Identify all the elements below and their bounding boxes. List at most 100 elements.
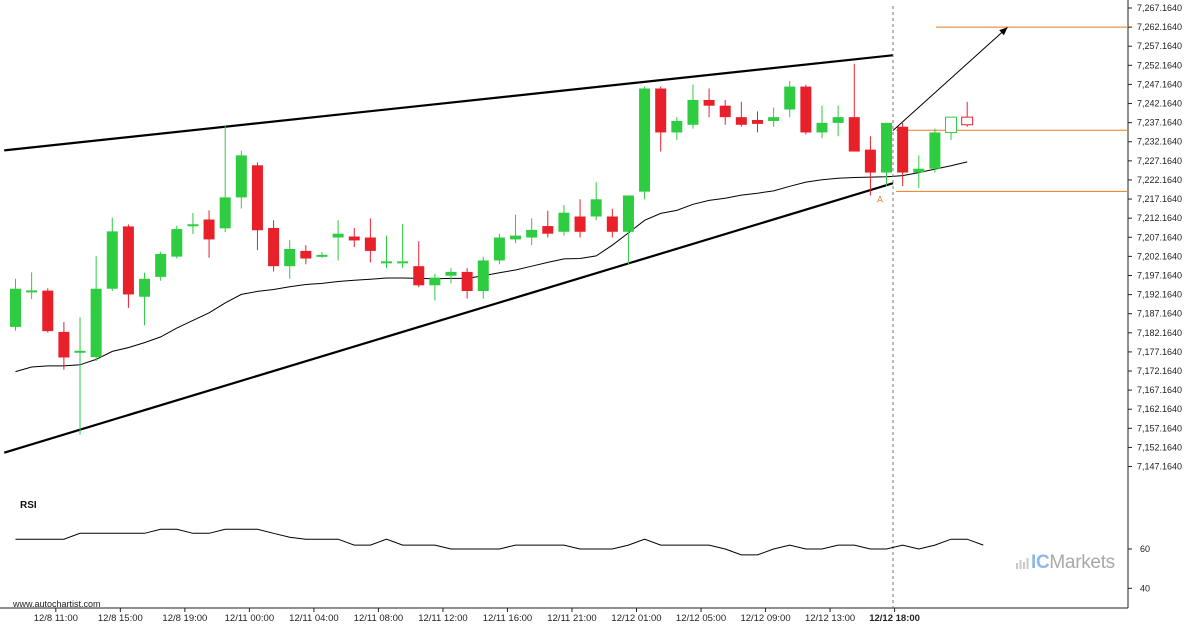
x-tick-label: 12/12 18:00 bbox=[869, 613, 920, 624]
forecast-arrow bbox=[892, 26, 1008, 131]
candle-body bbox=[881, 122, 893, 173]
y-tick-label: 7,252.1640 bbox=[1137, 60, 1182, 70]
candle bbox=[590, 182, 602, 221]
candle-body bbox=[203, 219, 215, 240]
candle bbox=[413, 241, 425, 288]
icmarkets-logo: ICMarkets bbox=[1016, 552, 1115, 574]
y-tick-label: 7,247.1640 bbox=[1137, 79, 1182, 89]
y-tick-label: 7,182.1640 bbox=[1137, 328, 1182, 338]
candle-body bbox=[929, 132, 941, 169]
candle-body bbox=[106, 231, 118, 289]
rising-wedge-channel bbox=[3, 54, 894, 454]
candle bbox=[800, 84, 812, 135]
candle bbox=[510, 214, 522, 244]
candle-body bbox=[397, 261, 409, 264]
candle bbox=[703, 88, 715, 118]
candle-body bbox=[461, 271, 473, 292]
y-tick-label: 7,197.1640 bbox=[1137, 270, 1182, 280]
candle bbox=[26, 272, 38, 300]
candle-body bbox=[364, 237, 376, 251]
candle bbox=[655, 86, 667, 152]
candle-body bbox=[122, 226, 134, 295]
rsi-tick-label: 60 bbox=[1140, 544, 1150, 554]
y-axis-ticks: 7,267.1640 7,262.1640 7,257.1640 7,252.1640… bbox=[1128, 3, 1182, 472]
rsi-tick-label: 40 bbox=[1140, 583, 1150, 593]
candle-body bbox=[961, 116, 974, 126]
candle bbox=[284, 240, 296, 279]
candle bbox=[913, 155, 925, 188]
candle bbox=[864, 136, 876, 196]
y-tick-label: 7,147.1640 bbox=[1137, 462, 1182, 472]
y-tick-label: 7,217.1640 bbox=[1137, 194, 1182, 204]
candle bbox=[380, 235, 392, 269]
candle bbox=[622, 195, 634, 265]
candle-body bbox=[655, 88, 667, 133]
y-tick-label: 7,257.1640 bbox=[1137, 41, 1182, 51]
candle bbox=[397, 224, 409, 269]
candle-body bbox=[542, 226, 554, 234]
candle-body bbox=[251, 165, 263, 231]
y-tick-label: 7,242.1640 bbox=[1137, 99, 1182, 109]
candle bbox=[961, 101, 974, 127]
candle-body bbox=[897, 126, 909, 173]
rsi-line bbox=[15, 528, 984, 556]
candle bbox=[74, 317, 86, 435]
rsi-label: RSI bbox=[20, 500, 37, 511]
candle bbox=[10, 278, 21, 331]
y-tick-label: 7,152.1640 bbox=[1137, 442, 1182, 452]
y-tick-label: 7,222.1640 bbox=[1137, 175, 1182, 185]
candle-body bbox=[493, 237, 505, 261]
candle bbox=[816, 105, 828, 139]
candle bbox=[848, 63, 860, 152]
candle-body bbox=[445, 271, 457, 276]
candle-body bbox=[864, 149, 876, 173]
candle-body bbox=[800, 86, 812, 133]
candle-body bbox=[348, 236, 360, 241]
candle bbox=[429, 273, 441, 301]
candle-body bbox=[219, 197, 231, 229]
y-tick-label: 7,232.1640 bbox=[1137, 137, 1182, 147]
candle bbox=[139, 272, 151, 326]
candle bbox=[364, 218, 376, 263]
x-tick-label: 12/11 08:00 bbox=[354, 613, 403, 624]
candle-body bbox=[784, 86, 796, 110]
watermark-text: www.autochartist.com bbox=[12, 599, 101, 609]
candle bbox=[445, 268, 457, 284]
candle-body bbox=[284, 248, 296, 267]
candle bbox=[526, 218, 538, 246]
candle bbox=[493, 233, 505, 265]
y-tick-label: 7,167.1640 bbox=[1137, 385, 1182, 395]
candle-body bbox=[235, 155, 247, 198]
x-tick-label: 12/12 13:00 bbox=[805, 613, 855, 624]
candle-body bbox=[300, 250, 312, 259]
x-tick-label: 12/11 16:00 bbox=[483, 613, 532, 624]
x-tick-label: 12/12 05:00 bbox=[676, 613, 726, 624]
candle-body bbox=[510, 235, 522, 240]
x-tick-label: 12/8 11:00 bbox=[34, 613, 78, 624]
candle-body bbox=[42, 290, 54, 332]
candle bbox=[751, 111, 763, 133]
candle-body bbox=[526, 229, 538, 238]
candle-body bbox=[74, 350, 86, 353]
y-tick-label: 7,262.1640 bbox=[1137, 22, 1182, 32]
candle bbox=[332, 220, 344, 261]
candle bbox=[219, 125, 231, 233]
candle bbox=[639, 86, 651, 200]
y-tick-label: 7,172.1640 bbox=[1137, 366, 1182, 376]
candle-body bbox=[622, 195, 634, 232]
candle-body bbox=[590, 199, 602, 217]
candle bbox=[945, 116, 958, 141]
candle-body bbox=[945, 116, 958, 133]
candle-body bbox=[26, 290, 38, 293]
candle-body bbox=[332, 233, 344, 238]
candle bbox=[477, 256, 489, 299]
candle-body bbox=[155, 253, 167, 277]
y-tick-label: 7,177.1640 bbox=[1137, 347, 1182, 357]
candle bbox=[171, 225, 183, 259]
candle bbox=[574, 199, 586, 238]
candle-body bbox=[10, 288, 21, 327]
candle-body bbox=[751, 119, 763, 124]
y-tick-label: 7,212.1640 bbox=[1137, 213, 1182, 223]
candle-body bbox=[139, 278, 151, 297]
